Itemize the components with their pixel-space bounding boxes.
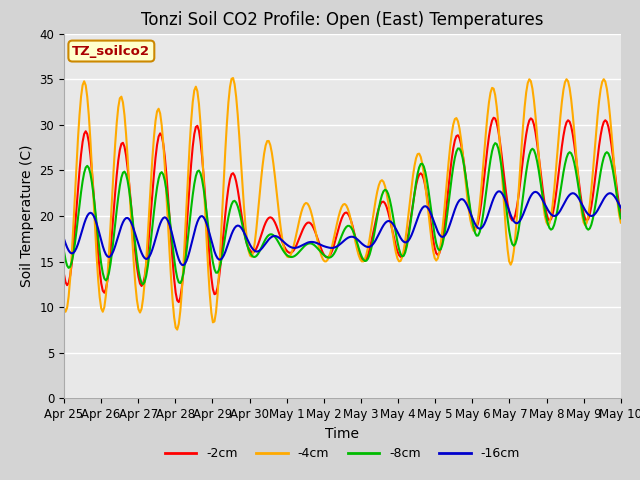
- -4cm: [307, 207, 314, 213]
- -4cm: [129, 236, 136, 241]
- -4cm: [173, 327, 181, 333]
- -4cm: [617, 220, 625, 226]
- -8cm: [228, 202, 236, 207]
- -2cm: [246, 248, 254, 253]
- -2cm: [175, 299, 182, 305]
- -8cm: [589, 216, 596, 222]
- -8cm: [617, 216, 625, 221]
- Line: -8cm: -8cm: [64, 143, 621, 284]
- Legend: -2cm, -4cm, -8cm, -16cm: -2cm, -4cm, -8cm, -16cm: [160, 442, 525, 465]
- -8cm: [246, 250, 254, 256]
- -16cm: [246, 242, 254, 248]
- -16cm: [180, 262, 188, 268]
- -2cm: [129, 216, 136, 222]
- -2cm: [255, 238, 263, 243]
- -16cm: [305, 240, 313, 245]
- -2cm: [60, 271, 68, 277]
- -4cm: [589, 169, 596, 175]
- -16cm: [496, 189, 504, 194]
- Line: -4cm: -4cm: [64, 78, 621, 330]
- Line: -16cm: -16cm: [64, 192, 621, 265]
- Line: -2cm: -2cm: [64, 118, 621, 302]
- -16cm: [617, 204, 625, 210]
- -2cm: [490, 115, 497, 120]
- -4cm: [60, 305, 68, 311]
- -4cm: [228, 76, 236, 82]
- -8cm: [255, 249, 263, 254]
- -2cm: [617, 211, 625, 216]
- -8cm: [492, 140, 499, 146]
- -16cm: [228, 231, 236, 237]
- -2cm: [305, 220, 313, 226]
- -8cm: [140, 281, 147, 287]
- Title: Tonzi Soil CO2 Profile: Open (East) Temperatures: Tonzi Soil CO2 Profile: Open (East) Temp…: [141, 11, 543, 29]
- -2cm: [228, 171, 236, 177]
- -8cm: [60, 249, 68, 254]
- -16cm: [255, 248, 263, 253]
- X-axis label: Time: Time: [325, 427, 360, 441]
- -2cm: [589, 193, 596, 199]
- -4cm: [229, 75, 237, 81]
- -16cm: [129, 222, 136, 228]
- -16cm: [589, 213, 596, 218]
- Y-axis label: Soil Temperature (C): Soil Temperature (C): [20, 145, 34, 287]
- -4cm: [257, 178, 265, 183]
- -8cm: [305, 240, 313, 246]
- -4cm: [248, 254, 255, 260]
- -16cm: [60, 236, 68, 242]
- Text: TZ_soilco2: TZ_soilco2: [72, 45, 150, 58]
- -8cm: [129, 213, 136, 219]
